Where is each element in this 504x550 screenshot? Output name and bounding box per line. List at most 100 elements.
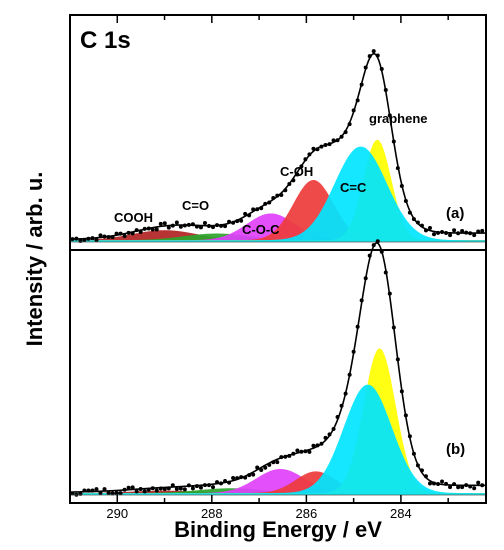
- panel-a: [69, 49, 486, 243]
- data-point-b: [267, 462, 272, 467]
- peak-label-graphene: graphene: [369, 111, 428, 126]
- data-point-a: [339, 134, 344, 139]
- data-point-a: [411, 217, 416, 222]
- data-point-b: [86, 488, 91, 493]
- data-point-b: [211, 485, 215, 490]
- data-point-a: [170, 223, 175, 228]
- data-point-a: [279, 192, 284, 197]
- data-point-a: [283, 188, 288, 193]
- data-point-a: [307, 152, 312, 157]
- chart-title: C 1s: [80, 27, 131, 54]
- x-axis-title: Binding Energy / eV: [174, 517, 382, 542]
- data-point-b: [138, 486, 143, 491]
- data-point-b: [299, 449, 304, 454]
- data-point-a: [247, 213, 252, 218]
- data-point-a: [327, 142, 332, 147]
- data-point-b: [118, 491, 123, 496]
- data-point-b: [190, 486, 195, 491]
- data-point-b: [239, 475, 244, 480]
- data-point-b: [102, 487, 107, 492]
- data-point-b: [134, 489, 139, 494]
- data-point-b: [436, 481, 441, 486]
- data-point-a: [440, 229, 445, 234]
- data-point-b: [166, 486, 171, 491]
- peak-label-c-o-c: C-O-C: [242, 222, 280, 237]
- data-point-a: [367, 54, 372, 59]
- data-point-a: [138, 230, 143, 235]
- data-point-a: [223, 224, 228, 229]
- data-point-a: [186, 222, 191, 227]
- data-point-a: [363, 65, 368, 70]
- data-point-b: [150, 486, 155, 491]
- peak-fill-a-c-oh: [70, 180, 486, 242]
- data-point-b: [448, 485, 453, 490]
- peak-fill-a-c-double-o: [70, 233, 486, 242]
- data-point-b: [98, 490, 103, 495]
- data-point-b: [162, 487, 167, 492]
- data-point-b: [427, 481, 432, 486]
- data-point-a: [130, 231, 135, 236]
- data-point-a: [423, 228, 428, 233]
- data-point-b: [419, 468, 424, 473]
- panel-a-label: (a): [446, 205, 464, 222]
- data-point-b: [178, 486, 183, 491]
- fit-envelope-b: [69, 242, 486, 493]
- data-point-a: [259, 206, 264, 211]
- data-point-b: [219, 481, 224, 486]
- data-point-b: [383, 270, 388, 275]
- data-point-a: [74, 236, 79, 241]
- data-point-b: [315, 443, 320, 448]
- data-point-a: [464, 230, 469, 235]
- data-point-b: [198, 485, 203, 490]
- data-point-b: [371, 243, 376, 248]
- data-point-a: [468, 231, 473, 236]
- data-point-b: [227, 480, 232, 485]
- data-point-b: [263, 465, 268, 470]
- data-point-a: [399, 184, 404, 189]
- data-point-b: [90, 488, 95, 493]
- data-point-a: [303, 157, 308, 162]
- x-tick-label: 288: [201, 506, 223, 521]
- data-point-b: [271, 460, 276, 465]
- data-point-a: [395, 166, 400, 171]
- data-point-b: [70, 491, 75, 496]
- data-point-a: [427, 225, 432, 230]
- data-point-b: [259, 467, 264, 472]
- data-point-a: [351, 108, 356, 113]
- data-point-b: [291, 451, 296, 456]
- data-point-b: [460, 485, 465, 490]
- data-point-b: [126, 485, 131, 490]
- data-point-a: [146, 226, 151, 231]
- peak-fill-a-c-double-c: [70, 146, 486, 242]
- data-point-a: [94, 238, 99, 243]
- data-point-a: [211, 225, 215, 230]
- data-point-b: [174, 486, 179, 491]
- data-point-a: [371, 49, 376, 54]
- data-point-a: [444, 231, 449, 235]
- data-point-a: [122, 234, 127, 239]
- data-point-b: [403, 413, 408, 418]
- data-point-a: [255, 207, 260, 212]
- data-point-b: [423, 474, 428, 479]
- data-point-b: [319, 441, 324, 446]
- data-point-b: [170, 483, 175, 488]
- data-point-b: [432, 481, 436, 486]
- data-point-a: [432, 232, 436, 237]
- data-point-b: [444, 481, 449, 486]
- data-point-a: [263, 201, 268, 206]
- data-point-a: [102, 234, 107, 239]
- data-point-b: [182, 487, 187, 492]
- data-point-b: [452, 482, 457, 487]
- data-point-b: [331, 427, 336, 432]
- data-point-a: [452, 228, 457, 233]
- data-point-a: [476, 229, 481, 234]
- data-point-b: [395, 357, 400, 362]
- data-point-a: [126, 230, 131, 235]
- data-point-a: [407, 210, 412, 215]
- data-point-a: [231, 220, 236, 225]
- data-point-b: [94, 487, 99, 492]
- data-point-b: [440, 479, 445, 484]
- data-point-b: [106, 490, 111, 495]
- data-point-a: [267, 200, 272, 205]
- x-tick-label: 286: [296, 506, 318, 521]
